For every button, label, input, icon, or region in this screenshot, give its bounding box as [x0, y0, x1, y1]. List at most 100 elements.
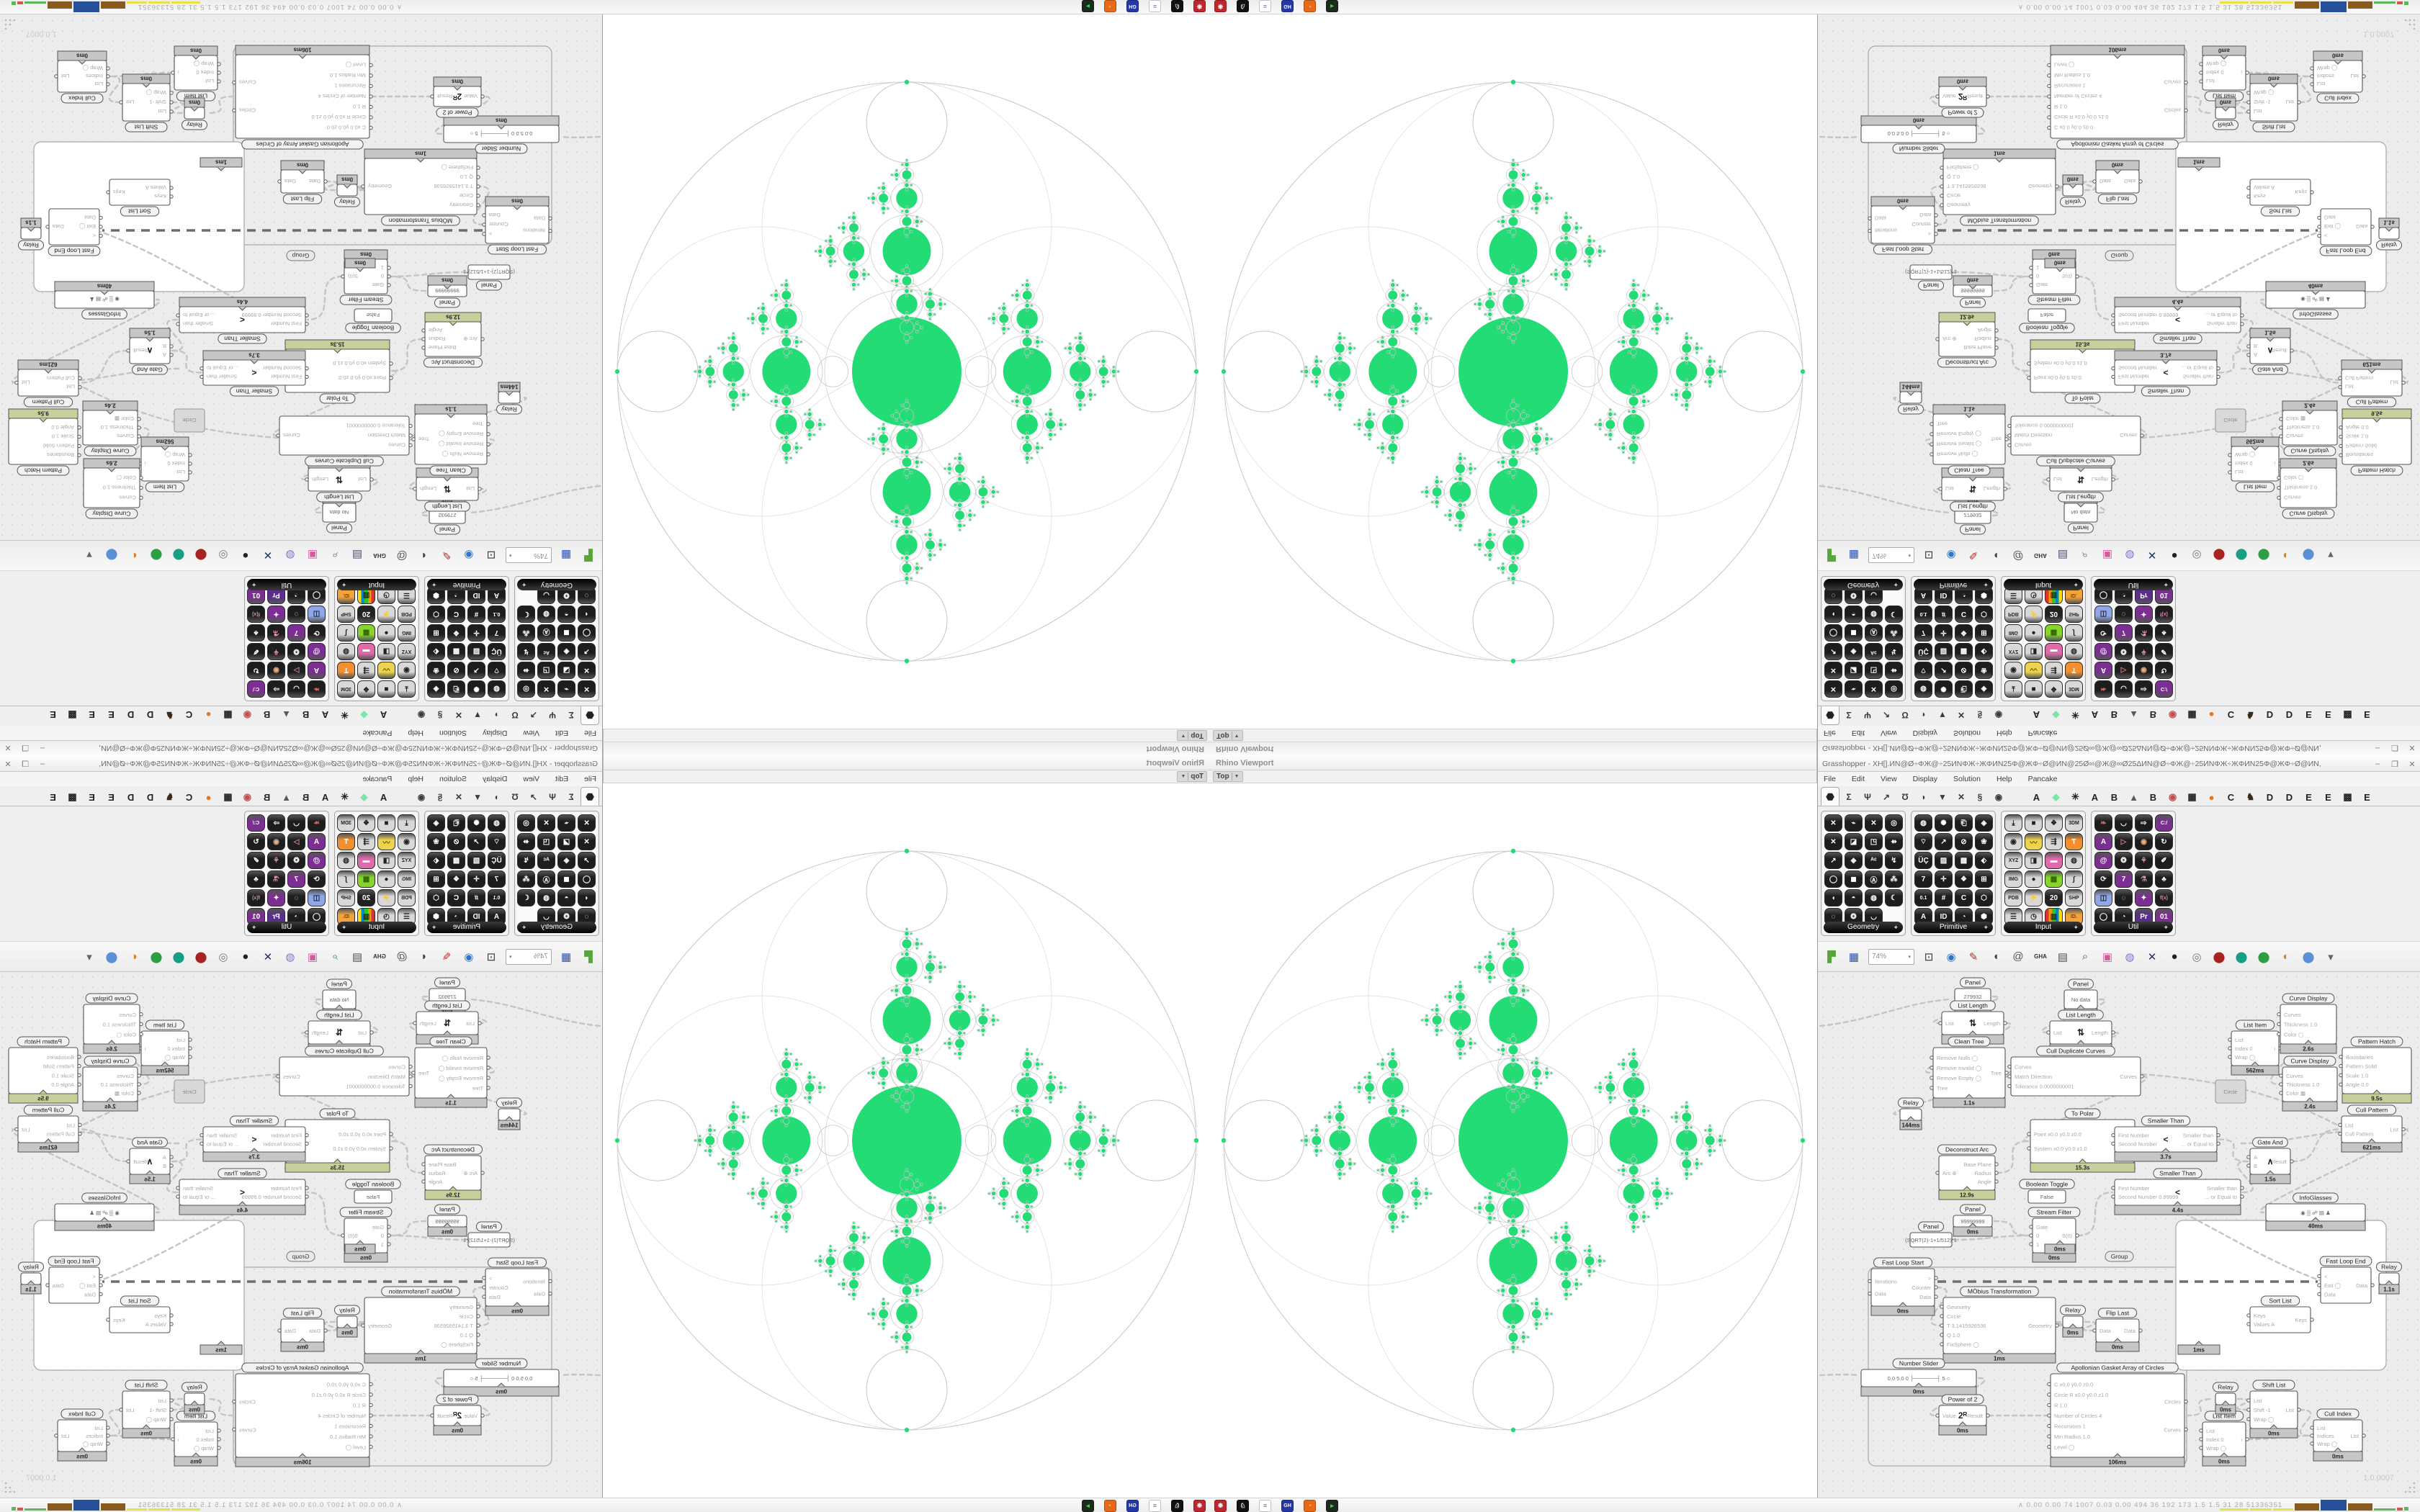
viewport-tab-top[interactable]: Top ▼: [1177, 730, 1207, 741]
component-icon[interactable]: ▷: [2115, 662, 2133, 679]
component-icon[interactable]: ■: [2025, 814, 2043, 832]
component-icon[interactable]: ⌔: [488, 662, 506, 679]
palette-group-label[interactable]: Util ✦: [2094, 579, 2173, 590]
teal-pin-icon[interactable]: ⬤: [172, 549, 185, 562]
component-icon[interactable]: ◼: [1845, 624, 1863, 642]
tab-letter-13[interactable]: D: [127, 709, 135, 721]
gh-node-bar[interactable]: 0ms: [344, 258, 376, 272]
palette-group-label[interactable]: Util ✦: [247, 579, 326, 590]
component-icon[interactable]: ⚗: [267, 624, 285, 642]
component-icon[interactable]: ▩: [447, 643, 465, 660]
gh-node-cull-duplicate-curves[interactable]: Curves Match Direction Tolerance 0.0000000…: [276, 415, 413, 467]
component-icon[interactable]: C:/: [247, 814, 265, 832]
gh-node-cull-duplicate-curves[interactable]: Curves Match Direction Tolerance 0.0000000…: [276, 1045, 413, 1097]
component-icon[interactable]: ⚘: [267, 852, 285, 869]
notepad-app-icon[interactable]: ≡: [1259, 1499, 1271, 1512]
component-icon[interactable]: ◳: [1865, 662, 1883, 679]
component-icon[interactable]: ■: [377, 680, 395, 698]
menu-pancake[interactable]: Pancake: [2027, 729, 2058, 737]
zoom-dropdown[interactable]: 74% ▾: [506, 948, 552, 965]
component-icon[interactable]: ⚡: [377, 606, 395, 623]
component-icon[interactable]: ▦: [2045, 624, 2063, 642]
tab-letter-17[interactable]: E: [2364, 791, 2370, 803]
viewport-tab-top[interactable]: Top ▼: [1177, 771, 1207, 782]
component-icon[interactable]: ◼: [557, 624, 575, 642]
component-icon[interactable]: ⇻: [1885, 833, 1903, 850]
open-file-icon[interactable]: ▛: [584, 950, 593, 963]
component-icon[interactable]: 7: [287, 624, 305, 642]
palette-group-label[interactable]: Primitive ✦: [427, 579, 506, 590]
component-icon[interactable]: ⤓: [398, 680, 416, 698]
close-button[interactable]: ✕: [4, 743, 12, 752]
component-icon[interactable]: ◯: [1824, 870, 1842, 888]
component-icon[interactable]: ◖: [578, 889, 596, 906]
component-icon[interactable]: ⁂: [1885, 870, 1903, 888]
teal-pin-icon[interactable]: ⬤: [2235, 950, 2248, 963]
component-icon[interactable]: A: [308, 833, 326, 850]
maximize-button[interactable]: ❐: [22, 760, 29, 769]
component-icon[interactable]: ◍: [337, 643, 355, 660]
expand-icon[interactable]: ✦: [521, 924, 527, 931]
component-icon[interactable]: ❂: [2115, 852, 2133, 869]
tab-letter-11[interactable]: ♞: [165, 710, 174, 721]
component-icon[interactable]: ✛: [1935, 624, 1953, 642]
component-icon[interactable]: ↯: [517, 852, 535, 869]
tab-icon-6[interactable]: ✕: [1957, 792, 1966, 802]
document-icon[interactable]: ▤: [351, 950, 363, 963]
gh-node-gate-and[interactable]: AB Result∧ 1.5s Gate And: [126, 1137, 174, 1184]
tab-letter-0[interactable]: A: [380, 709, 387, 721]
component-icon[interactable]: ◌: [2115, 889, 2133, 906]
component-icon[interactable]: ∫: [2065, 870, 2083, 888]
component-icon[interactable]: C: [447, 889, 465, 906]
component-icon[interactable]: ◪: [557, 833, 575, 850]
red-cylinder-icon[interactable]: ⬤: [194, 950, 207, 963]
component-icon[interactable]: f(x): [247, 889, 265, 906]
component-icon[interactable]: ▬: [2045, 852, 2063, 869]
gh-node-curve-display[interactable]: Curves Thickness 1.0 Color ▩ 2.4s Curve Disp…: [2279, 400, 2338, 456]
component-icon[interactable]: ▷: [287, 662, 305, 679]
gha-icon[interactable]: GHA: [373, 953, 386, 960]
component-icon[interactable]: ◍: [1914, 680, 1932, 698]
component-icon[interactable]: ◪: [1845, 833, 1863, 850]
component-icon[interactable]: ⟳: [2094, 624, 2112, 642]
component-icon[interactable]: ◨: [2025, 852, 2043, 869]
red-cylinder-icon[interactable]: ⬤: [2213, 950, 2226, 963]
tab-icon-8[interactable]: ◉: [1994, 710, 2003, 720]
component-icon[interactable]: C: [447, 606, 465, 623]
grasshopper-save-icon[interactable]: GH: [1126, 1499, 1139, 1512]
component-icon[interactable]: ✕: [1865, 814, 1883, 832]
tab-icon-6[interactable]: ✕: [454, 710, 463, 720]
node-canvas[interactable]: 2799320msPanelListLength⇅60msList Length…: [0, 14, 602, 540]
teal-pin-icon[interactable]: ⬤: [172, 950, 185, 963]
blue-ball-icon[interactable]: ⬤: [2302, 950, 2315, 963]
tab-letter-9[interactable]: ●: [2208, 709, 2215, 721]
tab-letter-0[interactable]: A: [380, 791, 387, 803]
component-icon[interactable]: @: [2094, 852, 2112, 869]
gh-node-relay[interactable]: 144ms Relay: [496, 1097, 522, 1130]
component-icon[interactable]: ❖: [357, 680, 375, 698]
gh-node-flip-last[interactable]: Data Data 0ms Flip Last: [277, 1308, 328, 1352]
gh-node-bar[interactable]: 1ms: [200, 1341, 243, 1355]
component-icon[interactable]: ⊘: [1955, 833, 1973, 850]
component-icon[interactable]: ◈: [1975, 814, 1993, 832]
component-icon[interactable]: ◎: [517, 814, 535, 832]
component-icon[interactable]: ∫: [2065, 624, 2083, 642]
menu-solution[interactable]: Solution: [1953, 775, 1981, 783]
component-icon[interactable]: ↯: [517, 643, 535, 660]
find-icon[interactable]: ⌕: [331, 950, 339, 963]
component-icon[interactable]: ❧: [308, 680, 326, 698]
component-icon[interactable]: ⬖: [1975, 643, 1993, 660]
palette-group-label[interactable]: Geometry ✦: [517, 922, 596, 933]
component-icon[interactable]: 20: [2045, 889, 2063, 906]
